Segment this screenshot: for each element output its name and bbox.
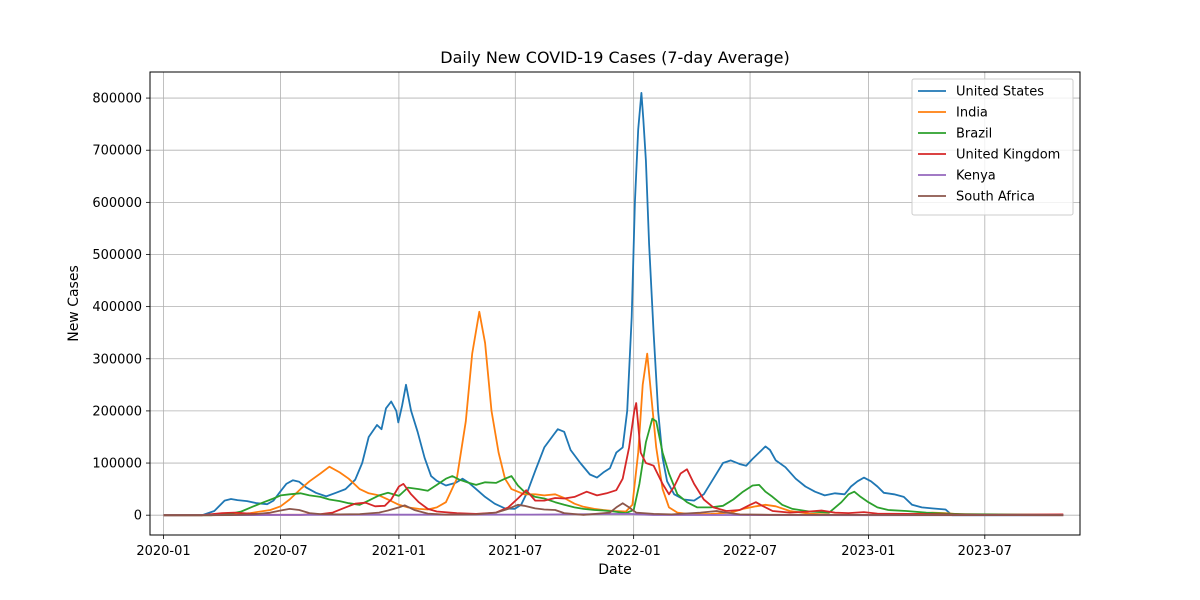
x-tick-label: 2021-01 xyxy=(372,544,426,559)
y-tick-label: 0 xyxy=(134,509,142,524)
legend-box xyxy=(911,78,1074,216)
y-axis: 0 100000 200000 300000 400000 500000 600000 700… xyxy=(92,92,150,524)
series-line-united-states xyxy=(163,92,1064,517)
x-tick-label: 2021-07 xyxy=(488,544,542,559)
y-tick-label: 400000 xyxy=(92,300,142,315)
y-tick-label: 200000 xyxy=(92,404,142,419)
x-tick-label: 2022-01 xyxy=(606,544,660,559)
legend: United States India Brazil United Kingdom Ke… xyxy=(911,78,1074,216)
y-tick-label: 500000 xyxy=(92,248,142,263)
series-line-south-africa xyxy=(163,502,1064,517)
y-tick-label: 800000 xyxy=(92,92,142,107)
series-line-india xyxy=(163,310,1064,517)
chart-title: Daily New COVID-19 Cases (7-day Average) xyxy=(440,48,789,67)
legend-label-united-states: United States xyxy=(956,85,1044,100)
series-line-united-kingdom xyxy=(163,402,1064,517)
legend-label-kenya: Kenya xyxy=(956,169,996,184)
legend-label-south-africa: South Africa xyxy=(956,190,1035,205)
x-tick-label: 2023-01 xyxy=(841,544,895,559)
x-tick-label: 2023-07 xyxy=(958,544,1012,559)
plot-frame xyxy=(149,71,1081,536)
legend-label-brazil: Brazil xyxy=(956,127,992,142)
x-tick-label: 2020-01 xyxy=(136,544,190,559)
y-tick-label: 300000 xyxy=(92,352,142,367)
y-tick-label: 100000 xyxy=(92,457,142,472)
y-tick-label: 600000 xyxy=(92,196,142,211)
y-tick-label: 700000 xyxy=(92,144,142,159)
x-axis: 2020-01 2020-07 2021-01 2021-07 2022-01 2022-… xyxy=(136,535,1012,559)
x-tick-label: 2020-07 xyxy=(253,544,307,559)
series-lines xyxy=(163,92,1064,517)
x-axis-label: Date xyxy=(598,562,631,578)
legend-label-india: India xyxy=(956,106,988,121)
y-axis-label: New Cases xyxy=(66,265,82,342)
legend-label-united-kingdom: United Kingdom xyxy=(956,148,1060,163)
x-tick-label: 2022-07 xyxy=(723,544,777,559)
